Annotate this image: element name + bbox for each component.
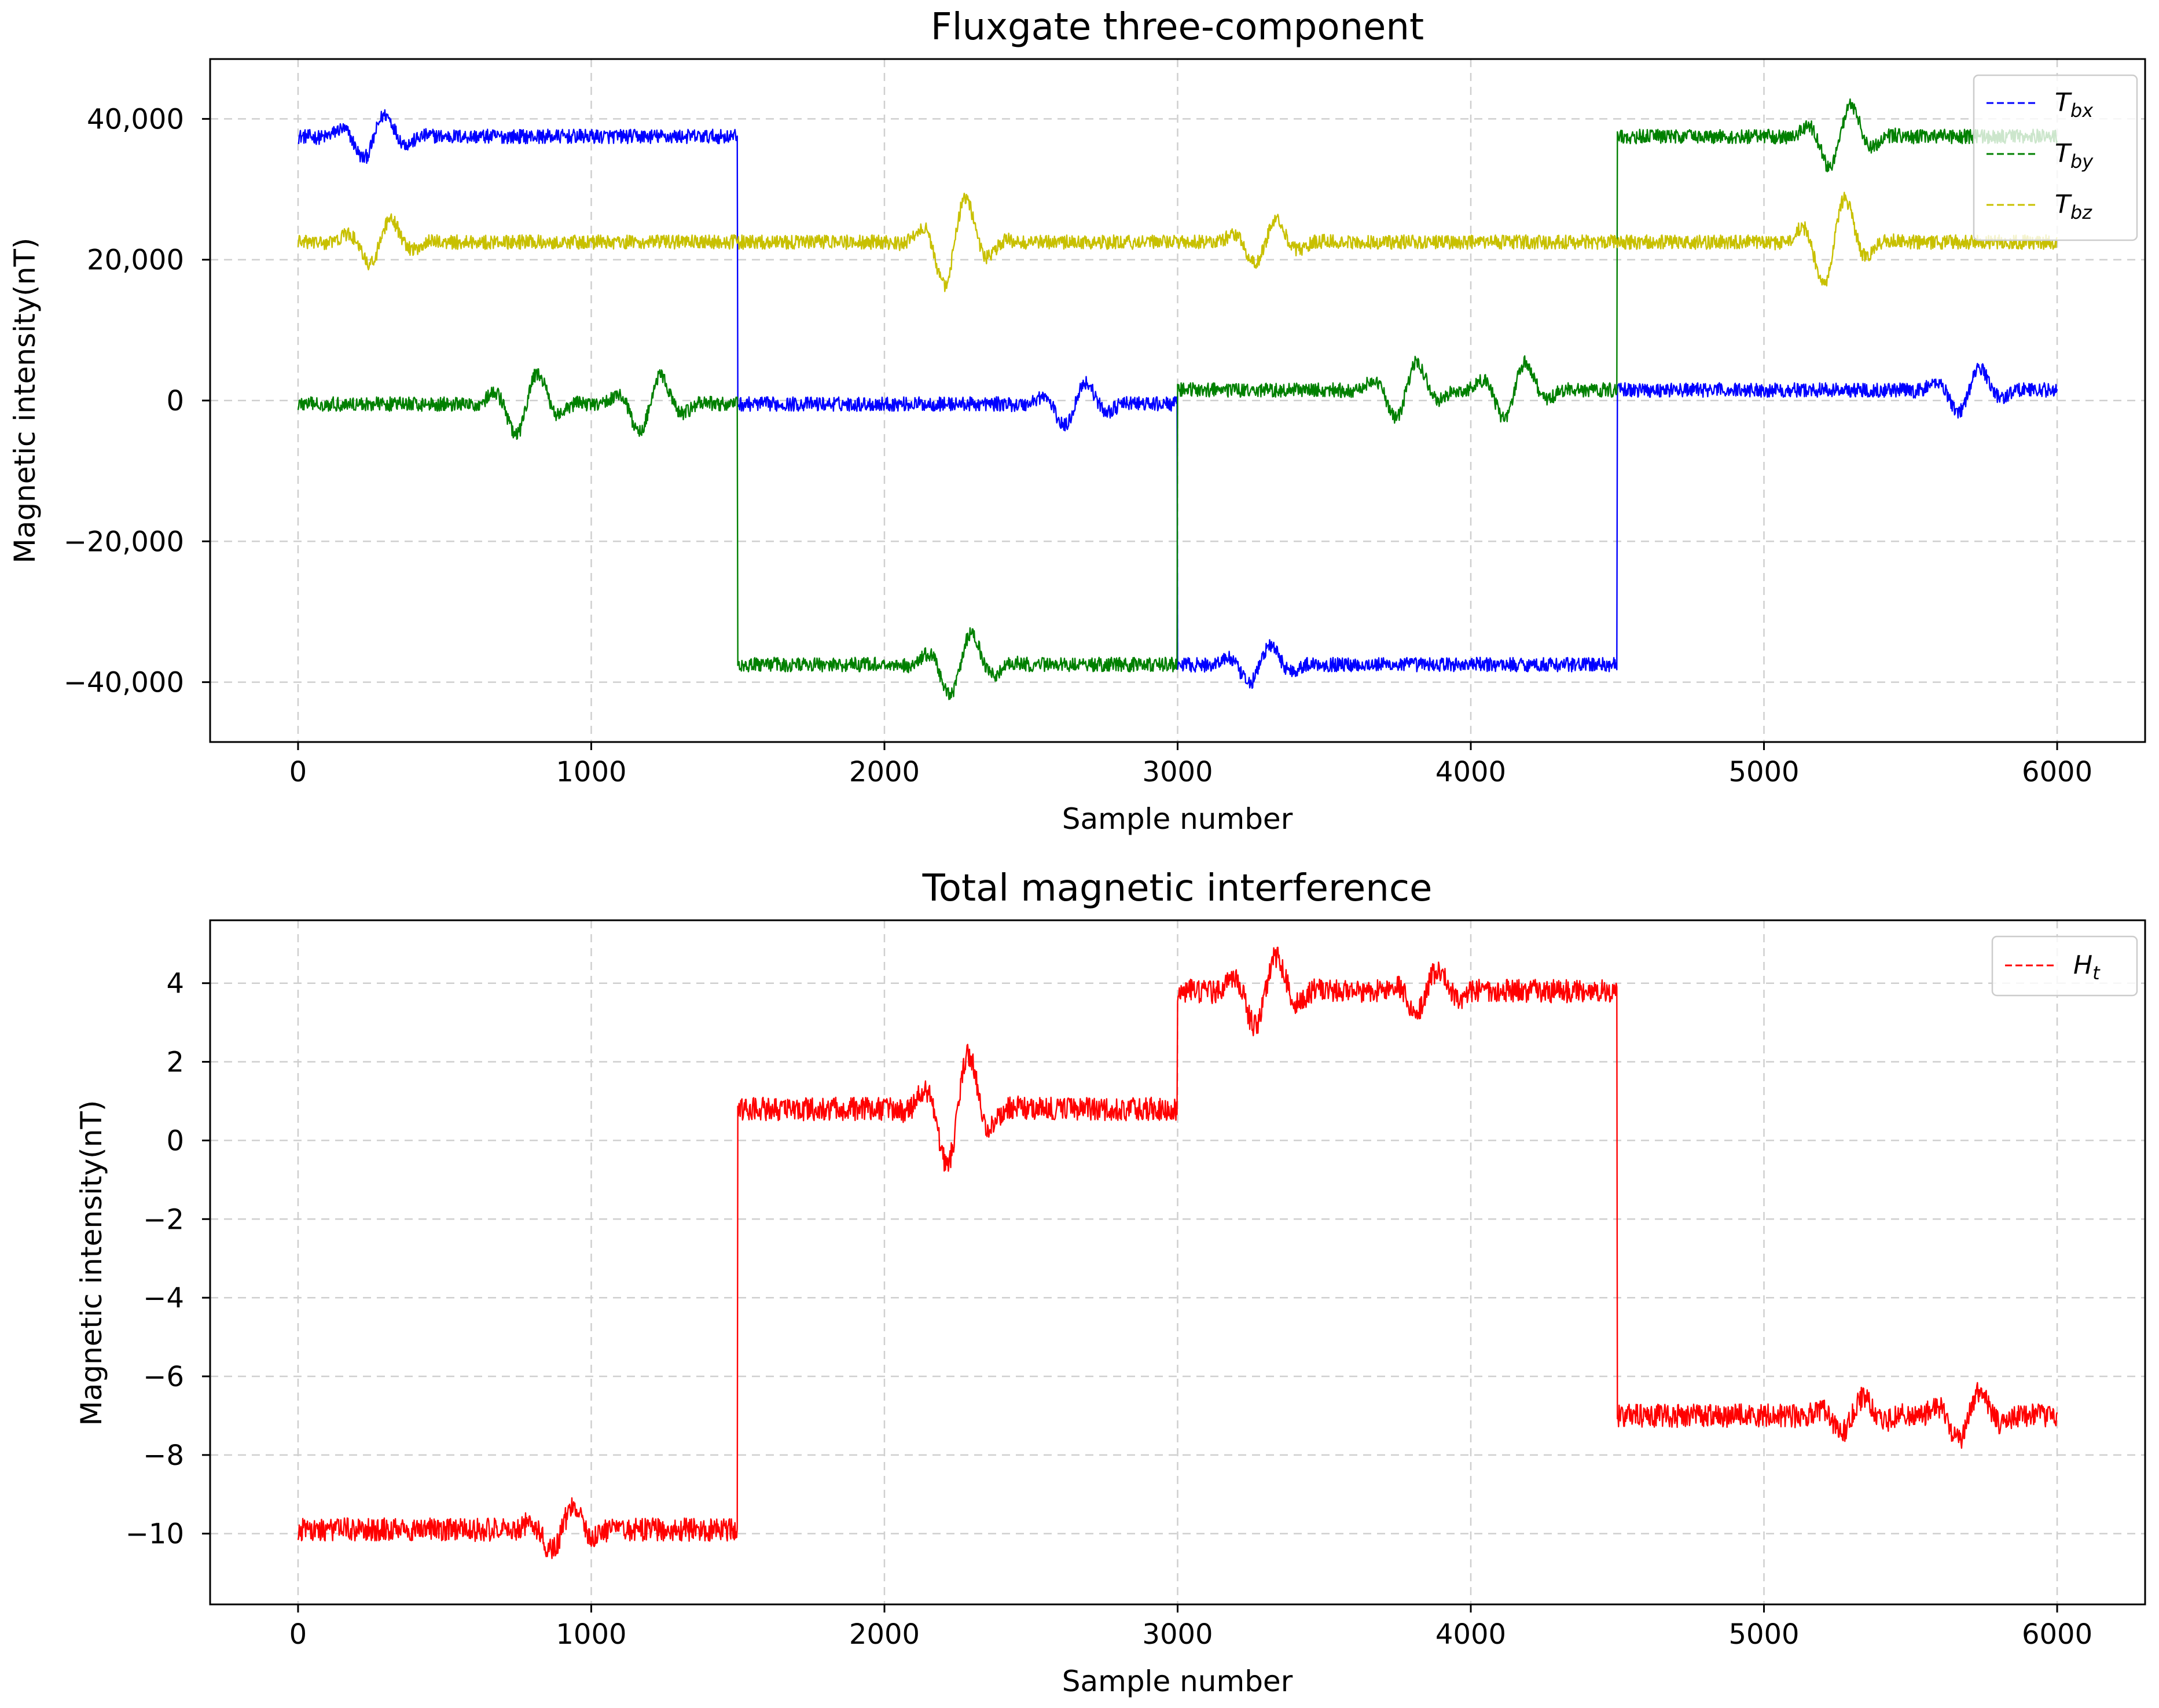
y-tick-label: 0 xyxy=(166,1125,184,1157)
x-axis-label: Sample number xyxy=(1062,1665,1293,1698)
legend-label: Tbx xyxy=(2055,88,2094,122)
chart-title: Fluxgate three-component xyxy=(931,6,1424,49)
legend-box xyxy=(1991,935,2138,997)
x-axis-label: Sample number xyxy=(1062,802,1293,836)
legend: Tbx Tby Tbz xyxy=(1973,74,2138,241)
x-tick-label: 4000 xyxy=(1435,756,1506,788)
x-tick-label: 6000 xyxy=(2022,756,2092,788)
x-tick-label: 2000 xyxy=(849,1618,920,1651)
x-tick-label: 1000 xyxy=(556,756,626,788)
chart-fluxgate: Fluxgate three-component 0 1000 2000 3000 40… xyxy=(8,6,2146,836)
x-tick-label: 4000 xyxy=(1435,1618,1506,1651)
y-tick-label: −6 xyxy=(143,1361,184,1393)
series-line-Tbz xyxy=(297,192,2058,292)
x-tick-label: 5000 xyxy=(1728,756,1799,788)
y-tick-label: −20,000 xyxy=(64,526,184,558)
chart-total-interference: Total magnetic interference 0 1000 2000 300… xyxy=(75,867,2146,1698)
y-tick-label: −8 xyxy=(143,1439,184,1472)
y-tick-label: −40,000 xyxy=(64,667,184,699)
x-tick-label: 6000 xyxy=(2022,1618,2092,1651)
x-tick-label: 3000 xyxy=(1142,1618,1213,1651)
x-tick-label: 3000 xyxy=(1142,756,1213,788)
y-axis-label: Magnetic intensity(nT) xyxy=(8,238,42,564)
series-line-Tby xyxy=(297,98,2058,700)
series-group xyxy=(297,946,2058,1559)
legend-box xyxy=(1973,74,2138,241)
y-tick-label: 40,000 xyxy=(87,103,184,135)
x-tick-label: 5000 xyxy=(1728,1618,1799,1651)
y-tick-label: 4 xyxy=(166,968,184,1000)
y-tick-label: 20,000 xyxy=(87,244,184,277)
series-line-Tbx xyxy=(298,109,2058,689)
legend-label: Tby xyxy=(2055,139,2094,172)
legend: Ht xyxy=(1991,935,2138,997)
x-tick-label: 2000 xyxy=(849,756,920,788)
series-group xyxy=(297,98,2058,700)
y-tick-label: 0 xyxy=(166,385,184,417)
series-line-Ht xyxy=(297,946,2058,1559)
x-tick-label: 1000 xyxy=(556,1618,626,1651)
ticks: 0 1000 2000 3000 4000 5000 6000 4 2 0 −2 −4 −6 −8 −10 xyxy=(126,968,2092,1651)
y-tick-label: −4 xyxy=(143,1282,184,1314)
x-tick-label: 0 xyxy=(289,1618,307,1651)
y-axis-label: Magnetic intensity(nT) xyxy=(75,1100,108,1426)
legend-label: Ht xyxy=(2073,950,2101,984)
legend-label: Tbz xyxy=(2055,190,2092,223)
y-tick-label: −2 xyxy=(143,1203,184,1236)
chart-title: Total magnetic interference xyxy=(922,867,1433,910)
y-tick-label: 2 xyxy=(166,1046,184,1079)
grid xyxy=(210,920,2145,1604)
x-tick-label: 0 xyxy=(289,756,307,788)
y-tick-label: −10 xyxy=(126,1518,184,1551)
ticks: 0 1000 2000 3000 4000 5000 6000 40,000 20,000 0 −2… xyxy=(64,103,2092,788)
